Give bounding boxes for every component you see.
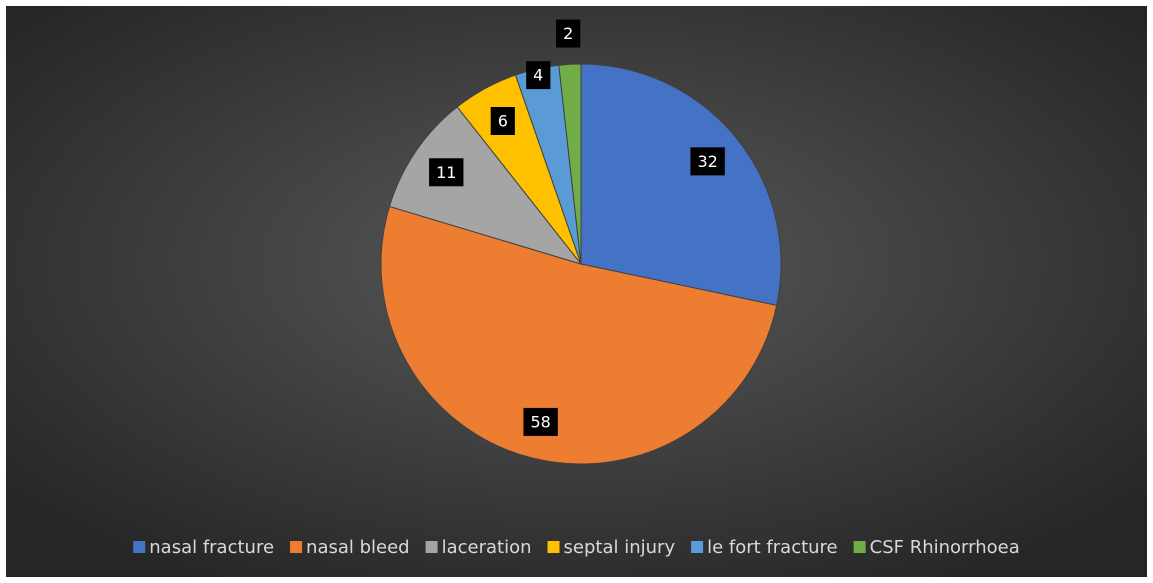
data-label-box bbox=[523, 407, 558, 436]
legend-label: septal injury bbox=[564, 537, 676, 558]
legend-swatch bbox=[133, 541, 146, 553]
data-label-text: 4 bbox=[533, 66, 543, 85]
data-label-text: 2 bbox=[563, 24, 573, 43]
pie-slice bbox=[380, 205, 778, 465]
data-label-text: 32 bbox=[697, 152, 717, 171]
legend-swatch bbox=[853, 541, 866, 553]
data-label-text: 11 bbox=[436, 163, 456, 182]
legend-swatch bbox=[290, 541, 303, 553]
legend-label: laceration bbox=[442, 537, 532, 558]
legend-swatch bbox=[547, 541, 560, 553]
legend-swatch bbox=[425, 541, 438, 553]
legend-label: le fort fracture bbox=[707, 537, 838, 558]
data-label: 32 bbox=[690, 147, 725, 176]
data-label: 2 bbox=[556, 19, 581, 48]
data-label-box bbox=[429, 158, 464, 187]
legend-label: CSF Rhinorrhoea bbox=[870, 537, 1020, 558]
legend-label: nasal bleed bbox=[306, 537, 410, 558]
data-label: 58 bbox=[523, 407, 558, 436]
data-label: 4 bbox=[526, 61, 551, 90]
data-label-box bbox=[490, 106, 515, 135]
data-label-text: 58 bbox=[530, 412, 550, 431]
data-label-box bbox=[556, 19, 581, 48]
legend-swatch bbox=[691, 541, 704, 553]
data-label-box bbox=[526, 61, 551, 90]
data-label: 11 bbox=[429, 158, 464, 187]
pie-slice bbox=[580, 63, 782, 306]
data-label-text: 6 bbox=[498, 111, 508, 130]
data-label: 6 bbox=[490, 106, 515, 135]
pie-slice bbox=[558, 63, 582, 265]
legend-label: nasal fracture bbox=[149, 537, 274, 558]
pie-slice bbox=[388, 106, 583, 265]
data-label-box bbox=[690, 147, 725, 176]
